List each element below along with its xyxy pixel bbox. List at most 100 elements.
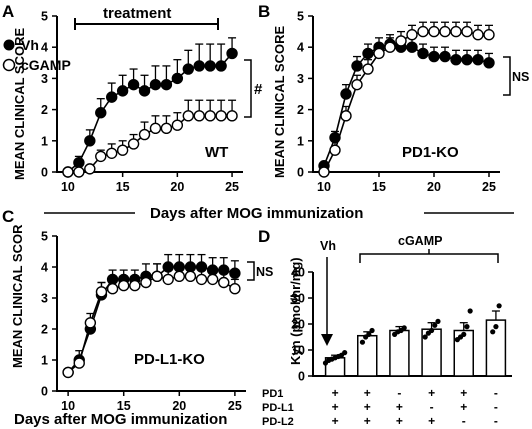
bar-dot (359, 339, 366, 345)
significance-bracket-c (247, 261, 255, 281)
y-tick-label: 0 (298, 370, 305, 384)
significance-bracket-b (503, 56, 511, 96)
bar-dot (428, 327, 435, 334)
data-point-cgamp (461, 25, 473, 38)
genotype-cell: - (494, 414, 498, 428)
legend-vh-marker (3, 39, 15, 51)
y-tick-label: 2 (41, 323, 48, 337)
data-point-cgamp (373, 47, 385, 60)
data-point-cgamp (483, 29, 495, 41)
data-point-cgamp (229, 283, 241, 295)
data-point-cgamp (226, 110, 238, 122)
x-tick-label: 20 (170, 180, 184, 194)
data-point-cgamp (193, 110, 205, 122)
data-point-cgamp (62, 166, 74, 178)
bar-dot (461, 331, 467, 337)
significance-label-c: NS (256, 265, 273, 279)
legend-vh-label: Vh (21, 37, 39, 53)
treatment-label: treatment (103, 5, 171, 22)
data-point-cgamp (384, 41, 396, 53)
data-point-cgamp (149, 122, 162, 135)
data-point-cgamp (184, 270, 197, 282)
data-point-vh (428, 50, 440, 63)
data-point-cgamp (84, 317, 97, 329)
bar-dot (432, 322, 438, 328)
data-point-cgamp (62, 366, 74, 379)
vh-group-label: Vh (320, 239, 336, 253)
x-tick-label: 25 (482, 180, 496, 194)
data-point-cgamp (204, 110, 216, 122)
genotype-cell: + (364, 386, 371, 400)
bar-dot (496, 303, 502, 309)
y-tick-label: 0 (297, 166, 304, 180)
y-tick-label: 3 (297, 72, 304, 86)
genotype-cell: + (396, 414, 403, 428)
data-point-vh (483, 57, 495, 69)
data-point-cgamp (171, 119, 184, 131)
bar-dot (366, 331, 372, 337)
y-tick-label: 4 (41, 41, 48, 55)
bar (389, 329, 410, 377)
treatment-group-bracket (359, 249, 499, 263)
y-tick-label: 20 (291, 318, 305, 332)
data-point-cgamp (162, 273, 174, 286)
y-tick-label: 1 (297, 134, 304, 148)
y-tick-label: 1 (41, 134, 48, 148)
data-point-vh (450, 53, 462, 66)
vh-arrow-head (321, 334, 333, 346)
genotype-cell: - (494, 386, 498, 400)
data-point-vh (340, 88, 352, 100)
data-point-cgamp (417, 25, 429, 38)
data-point-cgamp (428, 25, 440, 38)
genotype-cell: + (460, 386, 467, 400)
data-point-vh (472, 53, 484, 66)
data-point-cgamp (84, 163, 96, 175)
data-point-vh (160, 78, 173, 91)
y-axis-label-a: MEAN CLINICAL SCORE (12, 28, 27, 180)
x-tick-label: 20 (172, 399, 186, 413)
bar-dot (369, 327, 375, 334)
data-point-cgamp (129, 279, 141, 292)
data-point-vh (417, 47, 429, 60)
data-point-cgamp (362, 63, 374, 75)
data-point-cgamp (127, 138, 140, 150)
y-tick-label: 5 (297, 10, 304, 24)
data-point-cgamp (182, 110, 194, 122)
bar-dot (401, 325, 407, 331)
data-point-vh (73, 156, 85, 169)
y-tick-label: 40 (291, 266, 305, 280)
data-point-cgamp (138, 128, 151, 141)
genotype-cell: + (364, 400, 371, 414)
y-axis-label-d: Kyn (pmol/hr/mg) (288, 257, 303, 365)
data-point-cgamp (173, 270, 185, 282)
y-tick-label: 0 (41, 385, 48, 399)
data-point-cgamp (195, 273, 208, 286)
y-tick-label: 2 (297, 103, 304, 117)
y-tick-label: 0 (41, 166, 48, 180)
data-point-cgamp (160, 122, 173, 135)
data-point-cgamp (215, 110, 227, 122)
data-point-vh (106, 91, 118, 103)
data-point-cgamp (106, 147, 118, 159)
bar-dot (467, 308, 473, 314)
y-tick-label: 3 (41, 292, 48, 306)
genotype-row-label: PD1 (262, 388, 283, 400)
data-point-cgamp (95, 286, 108, 298)
genotype-cell: + (332, 414, 339, 428)
data-point-cgamp (118, 279, 130, 292)
data-point-cgamp (351, 78, 363, 91)
bar-dot (464, 324, 470, 330)
y-tick-label: 2 (41, 103, 48, 117)
significance-label-b: NS (512, 70, 529, 84)
significance-label-a: # (254, 81, 263, 98)
x-tick-label: 15 (372, 180, 386, 194)
x-tick-label: 25 (228, 399, 242, 413)
data-point-cgamp (450, 25, 462, 38)
x-tick-label: 10 (61, 180, 75, 194)
shared-x-axis-label: Days after MOG immunization (150, 205, 363, 222)
bar-dot (422, 334, 428, 340)
data-point-cgamp (95, 150, 107, 163)
data-point-cgamp (140, 276, 152, 289)
data-point-cgamp (395, 35, 407, 47)
plot-layer: 0 1 2 3 4 5 10 15 20 25 0 1 2 3 4 5 10 15 20 25 0 1 2 3 4 5 10 15 20… (41, 10, 512, 428)
